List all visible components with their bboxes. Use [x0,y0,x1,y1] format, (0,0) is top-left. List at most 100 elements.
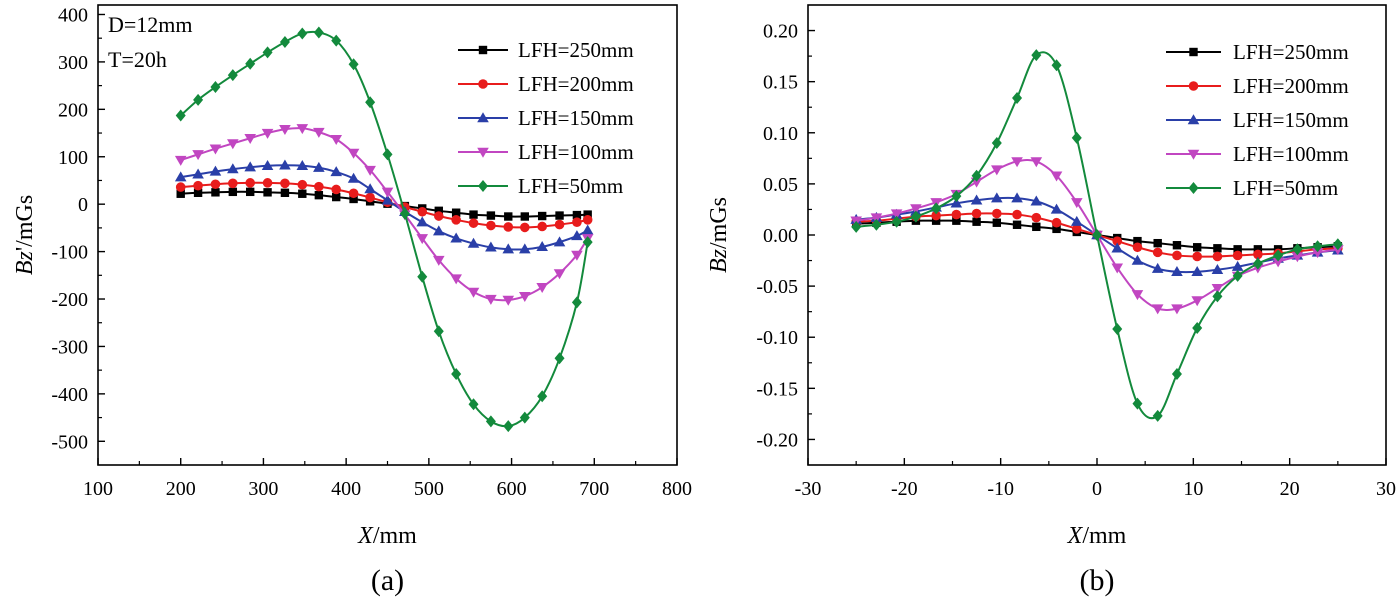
data-point [263,188,272,197]
panel-label: (a) [371,564,404,597]
legend-marker [1188,182,1199,194]
data-point [192,150,204,161]
data-point [870,213,883,224]
data-point [193,93,204,106]
data-point [971,208,982,219]
data-point [175,182,186,192]
data-point [1192,251,1202,262]
legend-entry: LFH=50mm [1166,176,1338,200]
data-point [951,190,962,203]
data-point [950,197,963,208]
data-point [244,161,256,172]
x-axis-label-unit: /mm [373,523,417,549]
data-point [572,210,582,220]
data-point [1191,266,1203,276]
legend-marker [1187,149,1200,160]
y-tick-label: 0.00 [763,225,798,247]
data-point [434,206,443,216]
data-point [245,187,255,197]
data-point [433,325,444,338]
data-point [1152,409,1163,422]
data-point [519,411,530,424]
data-point [382,148,393,161]
data-point [347,172,360,183]
data-point [1172,250,1182,261]
data-point [1253,245,1263,254]
data-point [227,163,239,174]
data-point [209,165,222,176]
data-point [450,232,462,243]
data-point [1070,215,1083,226]
data-point [451,215,461,225]
x-tick-label: 30 [1376,478,1396,500]
data-point [1191,296,1203,307]
panel-label: (b) [1080,564,1115,597]
data-point [451,208,461,217]
legend-label: LFH=50mm [518,174,623,198]
data-point [1332,238,1343,251]
data-point [296,159,309,170]
data-point [193,180,203,191]
data-point [891,215,902,228]
data-point [192,168,204,179]
x-tick-label: 200 [166,478,196,500]
data-point [991,192,1003,203]
data-point [1111,263,1124,274]
data-point [991,137,1002,149]
legend-marker [478,79,488,89]
data-point [280,188,290,197]
data-point [416,234,429,245]
data-point [297,27,308,40]
x-axis-label: X/mm [357,523,417,549]
x-tick-label: -10 [987,478,1014,500]
data-point [314,181,324,192]
data-point [1092,229,1102,241]
x-tick-label: 400 [331,478,361,500]
data-point [381,187,394,198]
data-point [971,169,982,182]
data-point [1253,249,1263,260]
data-point [1292,243,1303,256]
data-point [1213,244,1222,253]
data-point [348,188,359,199]
data-point [1051,59,1062,72]
data-point [583,210,592,219]
data-point [1171,368,1182,381]
x-axis-label-var: X [1067,523,1084,549]
data-point [227,69,238,82]
legend-entry: LFH=250mm [1166,40,1349,64]
legend-marker [1187,114,1200,125]
y-axis-label-var: Bz [706,248,732,273]
data-point [297,179,308,190]
series-lfh-150mm [174,159,594,254]
data-point [209,144,222,155]
data-point [931,202,942,215]
legend-label: LFH=50mm [1233,176,1338,200]
y-axis-label: Bz'/mGs [12,195,38,275]
data-point [279,35,290,48]
legend-entry: LFH=150mm [1166,108,1349,132]
data-point [245,57,256,70]
data-point [554,219,565,230]
data-point [298,189,307,198]
y-axis-label: Bz/mGs [706,197,732,273]
legend-label: LFH=100mm [518,140,634,164]
data-point [1052,224,1061,234]
y-tick-label: 400 [58,4,88,26]
data-point [486,220,496,231]
data-point [432,255,445,266]
data-point [1152,247,1163,258]
data-point [1031,212,1042,223]
data-point [262,178,273,188]
legend-marker [477,147,489,158]
data-point [1212,251,1223,262]
data-point [520,212,530,221]
data-point [210,81,221,94]
data-point [992,208,1002,219]
data-point [227,139,239,150]
data-point [536,282,548,293]
data-point [261,159,274,170]
data-point [1112,323,1123,336]
y-tick-label: -0.20 [756,429,798,451]
